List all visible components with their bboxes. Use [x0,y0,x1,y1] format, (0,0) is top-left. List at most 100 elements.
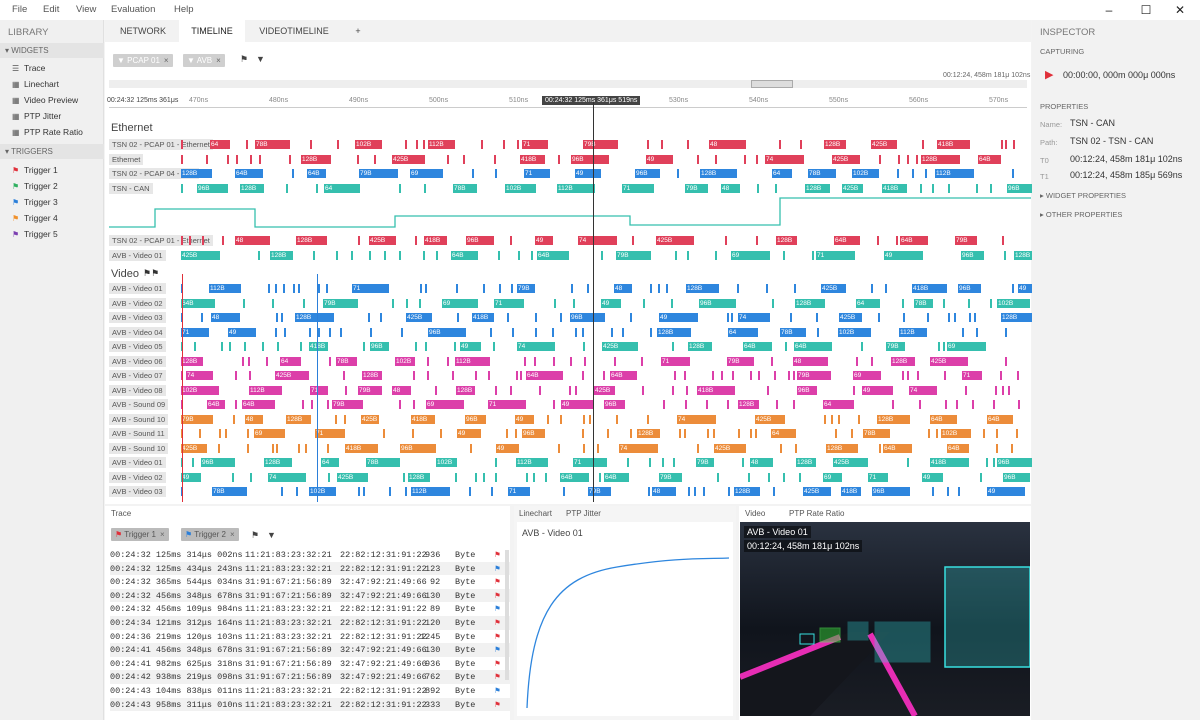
packet-segment[interactable]: 425B [832,154,860,164]
funnel-icon[interactable]: ▼ [256,54,265,64]
packet-segment[interactable]: 96B [699,298,736,308]
packet-segment[interactable]: 79B [359,169,398,178]
packet-segment[interactable]: 48 [235,236,270,245]
packet-segment[interactable]: 71 [816,251,855,260]
packet-segment[interactable]: 71 [524,169,550,178]
packet-segment[interactable]: 74 [738,313,770,322]
tab-linechart[interactable]: Linechart [519,509,552,518]
packet-segment[interactable]: 64B [610,371,637,380]
row-label[interactable]: AVB - Video 06 [109,355,166,367]
packet-segment[interactable]: 425B [833,458,868,467]
overview-strip[interactable] [109,80,1027,88]
packet-segment[interactable]: 96B [604,400,625,409]
packet-segment[interactable]: 128B [796,458,816,467]
packet-segment[interactable]: 71 [522,140,548,149]
packet-segment[interactable]: 64 [823,400,854,409]
tab-trace[interactable]: Trace [111,509,132,518]
packet-segment[interactable]: 64 [728,327,758,337]
trigger-1[interactable]: ⚑ Trigger 1 [12,163,58,177]
packet-segment[interactable]: 112B [411,487,450,496]
widget-linechart[interactable]: ▦ Linechart [12,77,59,91]
packet-segment[interactable]: 96B [466,236,494,245]
widget-properties-header[interactable]: ▸ WIDGET PROPERTIES [1040,191,1127,200]
flag-icon[interactable]: ⚑ [495,618,501,628]
trace-row[interactable]: 00:24:32 456ms 109μs 984ns 11:21:83:23:32… [110,602,510,616]
packet-segment[interactable]: 128B [296,236,327,245]
trigger-5[interactable]: ⚑ Trigger 5 [12,227,58,241]
packet-segment[interactable]: 71 [868,472,888,482]
minimize-icon[interactable]: – [1105,3,1113,17]
triggers-header[interactable]: ▾ TRIGGERS [0,144,104,159]
row-label[interactable]: AVB - Video 01 [109,250,166,261]
packet-segment[interactable]: 49 [181,472,201,482]
packet-segment[interactable]: 112B [209,284,241,293]
packet-segment[interactable]: 128B [776,236,797,245]
close-icon[interactable]: × [229,530,235,539]
packet-segment[interactable]: 64B [207,400,225,409]
packet-segment[interactable]: 49 [987,487,1025,496]
packet-segment[interactable]: 64B [794,342,832,351]
packet-segment[interactable]: 74 [268,472,306,482]
tab-network[interactable]: NETWORK [120,26,166,36]
packet-segment[interactable]: 128B [295,313,334,322]
packet-segment[interactable]: 418B [882,183,907,193]
packet-segment[interactable]: 49 [561,400,593,409]
packet-segment[interactable]: 69 [442,298,478,308]
packet-segment[interactable]: 128B [270,251,293,260]
row-label[interactable]: AVB - Video 01 [109,283,166,294]
packet-segment[interactable]: 425B [930,356,968,366]
packet-segment[interactable]: 71 [310,385,328,395]
close-icon[interactable]: ✕ [1174,3,1186,17]
packet-segment[interactable]: 425B [839,313,862,322]
packet-segment[interactable]: 64B [947,443,969,453]
packet-segment[interactable]: 49 [457,429,481,438]
packet-segment[interactable]: 96B [797,385,817,395]
tab-timeline[interactable]: TIMELINE [179,20,245,42]
packet-segment[interactable]: 64B [537,251,569,260]
trace-row[interactable]: 00:24:32 365ms 544μs 034ns 31:91:67:21:56… [110,575,510,589]
menu-help[interactable]: Help [174,4,194,15]
row-label[interactable]: AVB - Video 03 [109,312,166,323]
packet-segment[interactable]: 49 [575,169,601,178]
packet-segment[interactable]: 48 [750,458,773,467]
packet-segment[interactable]: 425B [406,313,432,322]
row-label[interactable]: AVB - Video 04 [109,326,166,338]
packet-segment[interactable]: 79B [588,487,611,496]
packet-segment[interactable]: 71 [508,487,530,496]
packet-segment[interactable]: 102B [355,140,382,149]
packet-segment[interactable]: 49 [535,236,553,245]
packet-segment[interactable]: 128B [738,400,759,409]
packet-segment[interactable]: 79B [727,356,754,366]
record-icon[interactable]: ▶ [1045,69,1054,81]
row-label[interactable]: AVB - Sound 10 [109,442,169,454]
video-frame[interactable]: AVB - Video 01 00:12:24, 458m 181μ 102ns [740,522,1030,716]
packet-segment[interactable]: 418B [912,284,947,293]
packet-segment[interactable]: 49 [601,298,621,308]
packet-segment[interactable]: 48 [245,414,263,424]
close-icon[interactable]: × [216,56,221,65]
packet-segment[interactable]: 49 [862,385,893,395]
packet-segment[interactable]: 128B [301,154,331,164]
menu-view[interactable]: View [76,4,97,15]
packet-segment[interactable]: 69 [410,169,443,178]
flag-icon[interactable]: ⚑ [495,672,501,683]
packet-segment[interactable]: 71 [352,284,389,293]
packet-segment[interactable]: 128B [795,298,825,308]
packet-segment[interactable]: 64B [560,472,589,482]
tab-ptp-rate-ratio[interactable]: PTP Rate Ratio [789,509,845,518]
packet-segment[interactable]: 425B [275,371,309,380]
packet-segment[interactable]: 102B [309,487,336,496]
packet-segment[interactable]: 79B [358,385,382,395]
packet-segment[interactable]: 128B [286,414,311,424]
flag-icon[interactable]: ⚑ [495,699,501,710]
trace-row[interactable]: 00:24:41 456ms 348μs 678ns 31:91:67:21:56… [110,643,510,657]
packet-segment[interactable]: 78B [336,356,357,366]
packet-segment[interactable]: 79B [583,140,618,149]
filter-chip-avb[interactable]: ▼ AVB × [183,54,225,67]
packet-segment[interactable]: 64 [210,140,230,149]
packet-segment[interactable]: 128B [1001,313,1032,322]
packet-segment[interactable]: 48 [211,313,240,322]
packet-segment[interactable]: 96B [635,169,660,178]
packet-segment[interactable]: 49 [460,342,481,351]
packet-segment[interactable]: 96B [400,443,436,453]
